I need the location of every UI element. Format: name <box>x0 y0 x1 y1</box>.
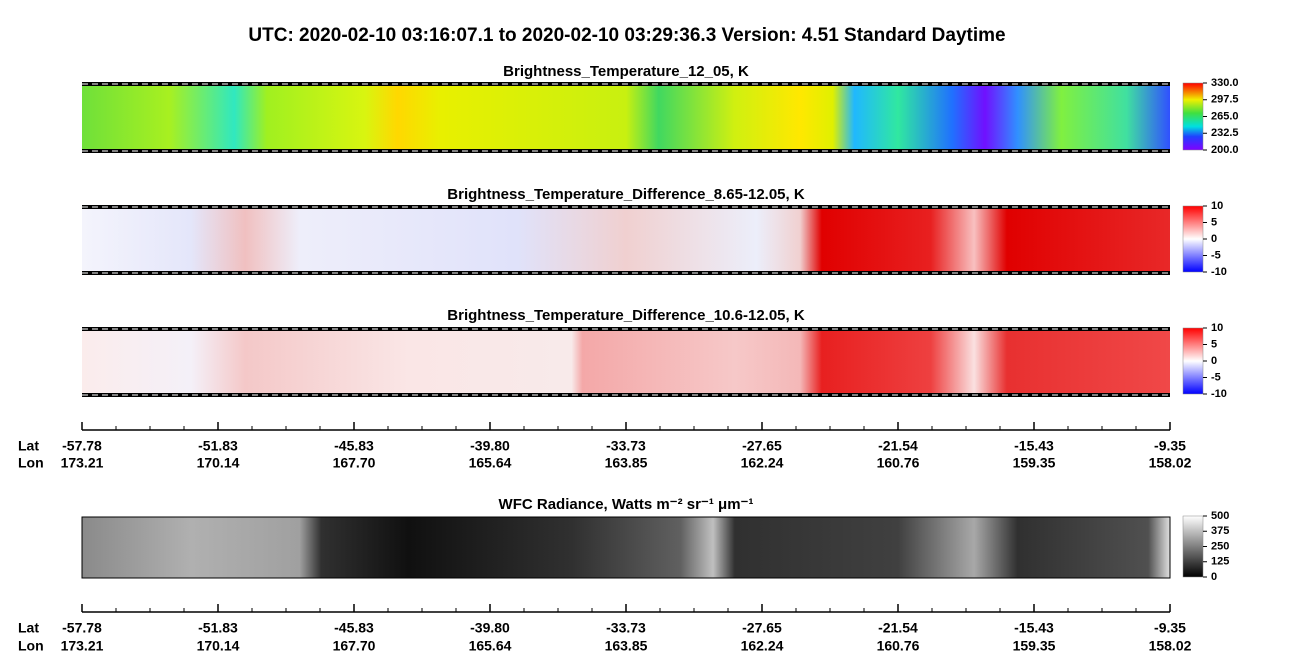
colorbar-tick-label: 0 <box>1211 571 1217 583</box>
colorbar-tick-label: 265.0 <box>1211 110 1239 122</box>
lon-label: Lon <box>18 638 44 654</box>
lat-tick-label: -51.83 <box>198 438 238 454</box>
lon-tick-label: 158.02 <box>1149 455 1192 471</box>
lat-tick-label: -33.73 <box>606 438 646 454</box>
lat-label: Lat <box>18 438 39 454</box>
lat-tick-label: -27.65 <box>742 438 782 454</box>
lat-tick-label: -27.65 <box>742 620 782 636</box>
panel-title: Brightness_Temperature_Difference_10.6-1… <box>447 307 805 324</box>
colorbar <box>1182 515 1204 578</box>
lat-tick-label: -45.83 <box>334 620 374 636</box>
lon-tick-label: 165.64 <box>469 638 512 654</box>
image-strip <box>82 329 1170 395</box>
lat-tick-label: -51.83 <box>198 620 238 636</box>
panel-title: WFC Radiance, Watts m⁻² sr⁻¹ μm⁻¹ <box>499 496 754 513</box>
lat-tick-label: -9.35 <box>1154 620 1186 636</box>
panel-title: Brightness_Temperature_Difference_8.65-1… <box>447 186 805 203</box>
colorbar-tick-label: 0 <box>1211 355 1217 367</box>
colorbar-tick-label: -10 <box>1211 388 1227 400</box>
lon-tick-label: 173.21 <box>61 455 104 471</box>
lat-tick-label: -9.35 <box>1154 438 1186 454</box>
lon-tick-label: 167.70 <box>333 638 376 654</box>
lat-tick-label: -39.80 <box>470 438 510 454</box>
page-title: UTC: 2020-02-10 03:16:07.1 to 2020-02-10… <box>248 25 1005 46</box>
colorbar <box>1182 327 1204 395</box>
lon-tick-label: 160.76 <box>877 455 920 471</box>
strip-frame <box>81 516 1171 579</box>
colorbar-tick-label: 200.0 <box>1211 144 1239 156</box>
lon-tick-label: 162.24 <box>741 638 784 654</box>
lat-tick-label: -15.43 <box>1014 438 1054 454</box>
lon-tick-label: 165.64 <box>469 455 512 471</box>
colorbar-tick-label: 232.5 <box>1211 127 1239 139</box>
colorbar-tick-label: 330.0 <box>1211 77 1239 89</box>
lon-tick-label: 159.35 <box>1013 455 1056 471</box>
lon-tick-label: 170.14 <box>197 455 240 471</box>
lat-tick-label: -21.54 <box>878 620 918 636</box>
panel-title: Brightness_Temperature_12_05, K <box>503 63 749 80</box>
image-strip <box>82 84 1170 151</box>
colorbar-tick-label: 10 <box>1211 200 1223 212</box>
lat-label: Lat <box>18 620 39 636</box>
lon-tick-label: 160.76 <box>877 638 920 654</box>
lon-tick-label: 170.14 <box>197 638 240 654</box>
colorbar-tick-label: 5 <box>1211 216 1217 228</box>
image-strip <box>82 517 1170 578</box>
lon-tick-label: 158.02 <box>1149 638 1192 654</box>
colorbar <box>1182 82 1204 151</box>
colorbar-tick-label: 5 <box>1211 338 1217 350</box>
lon-label: Lon <box>18 455 44 471</box>
colorbar <box>1182 205 1204 273</box>
colorbar-tick-label: 500 <box>1211 510 1229 522</box>
colorbar-tick-label: -5 <box>1211 371 1221 383</box>
lon-tick-label: 167.70 <box>333 455 376 471</box>
lat-tick-label: -15.43 <box>1014 620 1054 636</box>
lat-tick-label: -45.83 <box>334 438 374 454</box>
colorbar-tick-label: 375 <box>1211 525 1229 537</box>
lon-tick-label: 162.24 <box>741 455 784 471</box>
colorbar-tick-label: 250 <box>1211 540 1229 552</box>
lat-tick-label: -33.73 <box>606 620 646 636</box>
colorbar-tick-label: -5 <box>1211 249 1221 261</box>
colorbar-tick-label: 10 <box>1211 322 1223 334</box>
lat-tick-label: -57.78 <box>62 620 102 636</box>
colorbar-tick-label: 297.5 <box>1211 94 1239 106</box>
lat-tick-label: -39.80 <box>470 620 510 636</box>
colorbar-tick-label: 125 <box>1211 556 1229 568</box>
lon-tick-label: 159.35 <box>1013 638 1056 654</box>
colorbar-tick-label: 0 <box>1211 233 1217 245</box>
lat-tick-label: -57.78 <box>62 438 102 454</box>
colorbar-tick-label: -10 <box>1211 266 1227 278</box>
lon-tick-label: 163.85 <box>605 638 648 654</box>
image-strip <box>82 207 1170 273</box>
lat-tick-label: -21.54 <box>878 438 918 454</box>
lon-tick-label: 173.21 <box>61 638 104 654</box>
lon-tick-label: 163.85 <box>605 455 648 471</box>
